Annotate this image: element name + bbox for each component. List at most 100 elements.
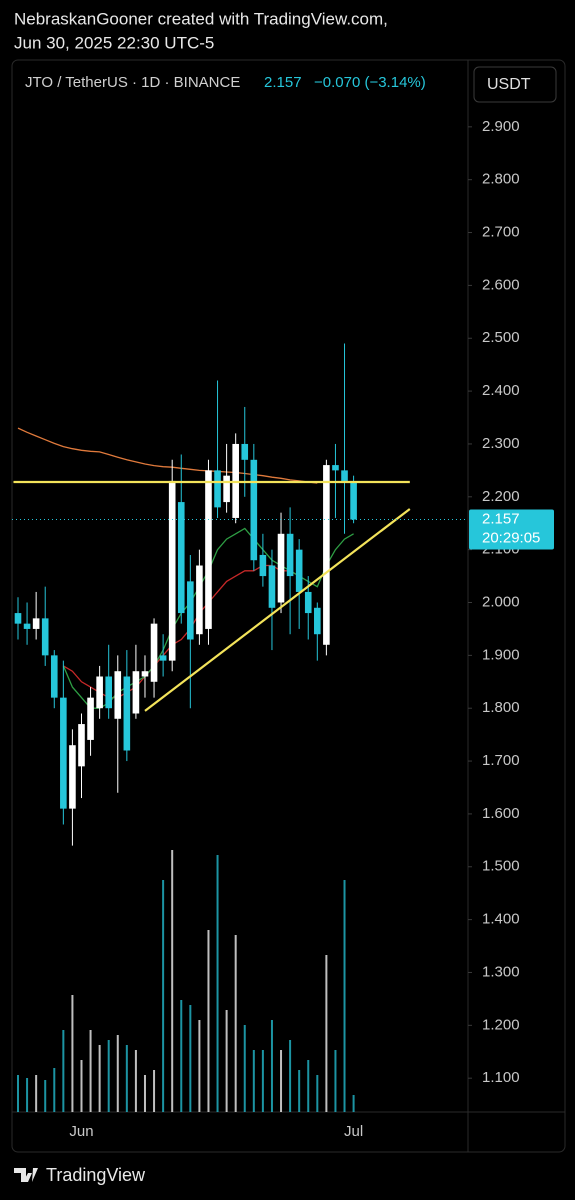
candle-body (196, 565, 203, 635)
candle-body (96, 676, 103, 709)
candle-body (114, 671, 122, 719)
volume-bar (44, 1080, 47, 1112)
volume-bar (198, 1020, 201, 1112)
volume-bar (153, 1070, 156, 1112)
volume-bar (280, 1050, 283, 1112)
volume-bar (352, 1095, 355, 1112)
candle-body (87, 697, 94, 740)
candle-body (187, 581, 194, 640)
candle-body (141, 671, 149, 677)
volume-bar (107, 1040, 110, 1112)
volume-bar (189, 1005, 192, 1112)
currency-label[interactable]: USDT (487, 76, 531, 93)
volume-bar (17, 1075, 19, 1112)
y-tick-label: 1.400 (482, 911, 520, 928)
candle-body (177, 502, 185, 614)
candle-body (241, 443, 249, 460)
volume-bar (207, 930, 210, 1112)
price-badge-value: 2.157 (482, 510, 520, 527)
candle-body (341, 470, 348, 481)
volume-bar (225, 1010, 228, 1112)
y-tick-label: 2.700 (482, 224, 520, 241)
candle-body (314, 607, 321, 635)
volume-bar (307, 1060, 310, 1112)
volume-bar (298, 1070, 301, 1112)
symbol-title: JTO / TetherUS · 1D · BINANCE (25, 74, 240, 91)
candle-body (205, 470, 212, 629)
volume-bar (98, 1045, 101, 1112)
moving-average (17, 427, 318, 484)
volume-bar (26, 1078, 29, 1112)
candle-body (332, 465, 339, 471)
y-tick-label: 2.000 (482, 593, 520, 610)
candle-body (23, 623, 31, 629)
y-tick-label: 2.900 (482, 118, 520, 135)
volume-bar (180, 1000, 183, 1112)
volume-bar (270, 1020, 273, 1112)
candle-body (105, 676, 112, 709)
candle-body (350, 482, 357, 520)
x-tick-label: Jul (344, 1123, 363, 1140)
volume-bar (261, 1050, 264, 1112)
volume-bar (71, 995, 74, 1112)
candle-body (250, 459, 258, 561)
volume-bar (216, 855, 219, 1112)
volume-bar (89, 1030, 92, 1112)
y-tick-label: 1.700 (482, 752, 520, 769)
candle-body (323, 465, 330, 645)
y-tick-label: 1.200 (482, 1016, 520, 1033)
candle-body (268, 565, 276, 608)
y-tick-label: 2.500 (482, 329, 520, 346)
price-badge (469, 509, 554, 550)
y-tick-label: 1.900 (482, 646, 520, 663)
y-tick-label: 1.500 (482, 858, 520, 875)
volume-bar (162, 880, 165, 1112)
candle-body (286, 533, 294, 577)
candle-body (304, 591, 312, 614)
volume-bar (35, 1075, 38, 1112)
candle-body (60, 697, 67, 809)
volume-bar (171, 850, 174, 1112)
candle-body (14, 613, 22, 624)
y-tick-label: 1.300 (482, 963, 520, 980)
price-badge-countdown: 20:29:05 (482, 529, 540, 546)
y-tick-label: 2.400 (482, 382, 520, 399)
date-line: Jun 30, 2025 22:30 UTC-5 (14, 33, 214, 52)
volume-bar (116, 1035, 119, 1112)
volume-bar (62, 1030, 65, 1112)
volume-bar (80, 1060, 83, 1112)
candle-body (132, 671, 140, 714)
candle-body (123, 676, 131, 751)
volume-bar (134, 1050, 137, 1112)
volume-bar (289, 1040, 292, 1112)
candle-body (41, 618, 49, 656)
candle-body (223, 475, 230, 503)
candle-body (159, 655, 167, 661)
candle-body (214, 470, 221, 508)
candle-body (78, 724, 85, 767)
y-tick-label: 2.200 (482, 488, 520, 505)
price-change: −0.070 (−3.14%) (314, 74, 426, 91)
brand-name: TradingView (46, 1165, 146, 1185)
candle-body (168, 480, 176, 661)
volume-bar (234, 935, 237, 1112)
candle-body (295, 549, 303, 592)
y-tick-label: 1.100 (482, 1069, 520, 1086)
volume-bar (325, 955, 328, 1112)
candle-body (32, 618, 40, 629)
volume-bar (243, 1025, 246, 1112)
chart-panel (11, 59, 566, 1153)
candle-body (50, 655, 58, 698)
volume-bar (143, 1075, 146, 1112)
volume-bar (53, 1068, 56, 1112)
currency-button[interactable] (473, 66, 557, 103)
volume-bar (125, 1045, 128, 1112)
tradingview-logo (14, 1168, 38, 1182)
volume-bar (252, 1050, 255, 1112)
candle-body (69, 745, 76, 809)
volume-bar (334, 1050, 337, 1112)
y-tick-label: 2.600 (482, 276, 520, 293)
author-line: NebraskanGooner created with TradingView… (14, 9, 388, 28)
